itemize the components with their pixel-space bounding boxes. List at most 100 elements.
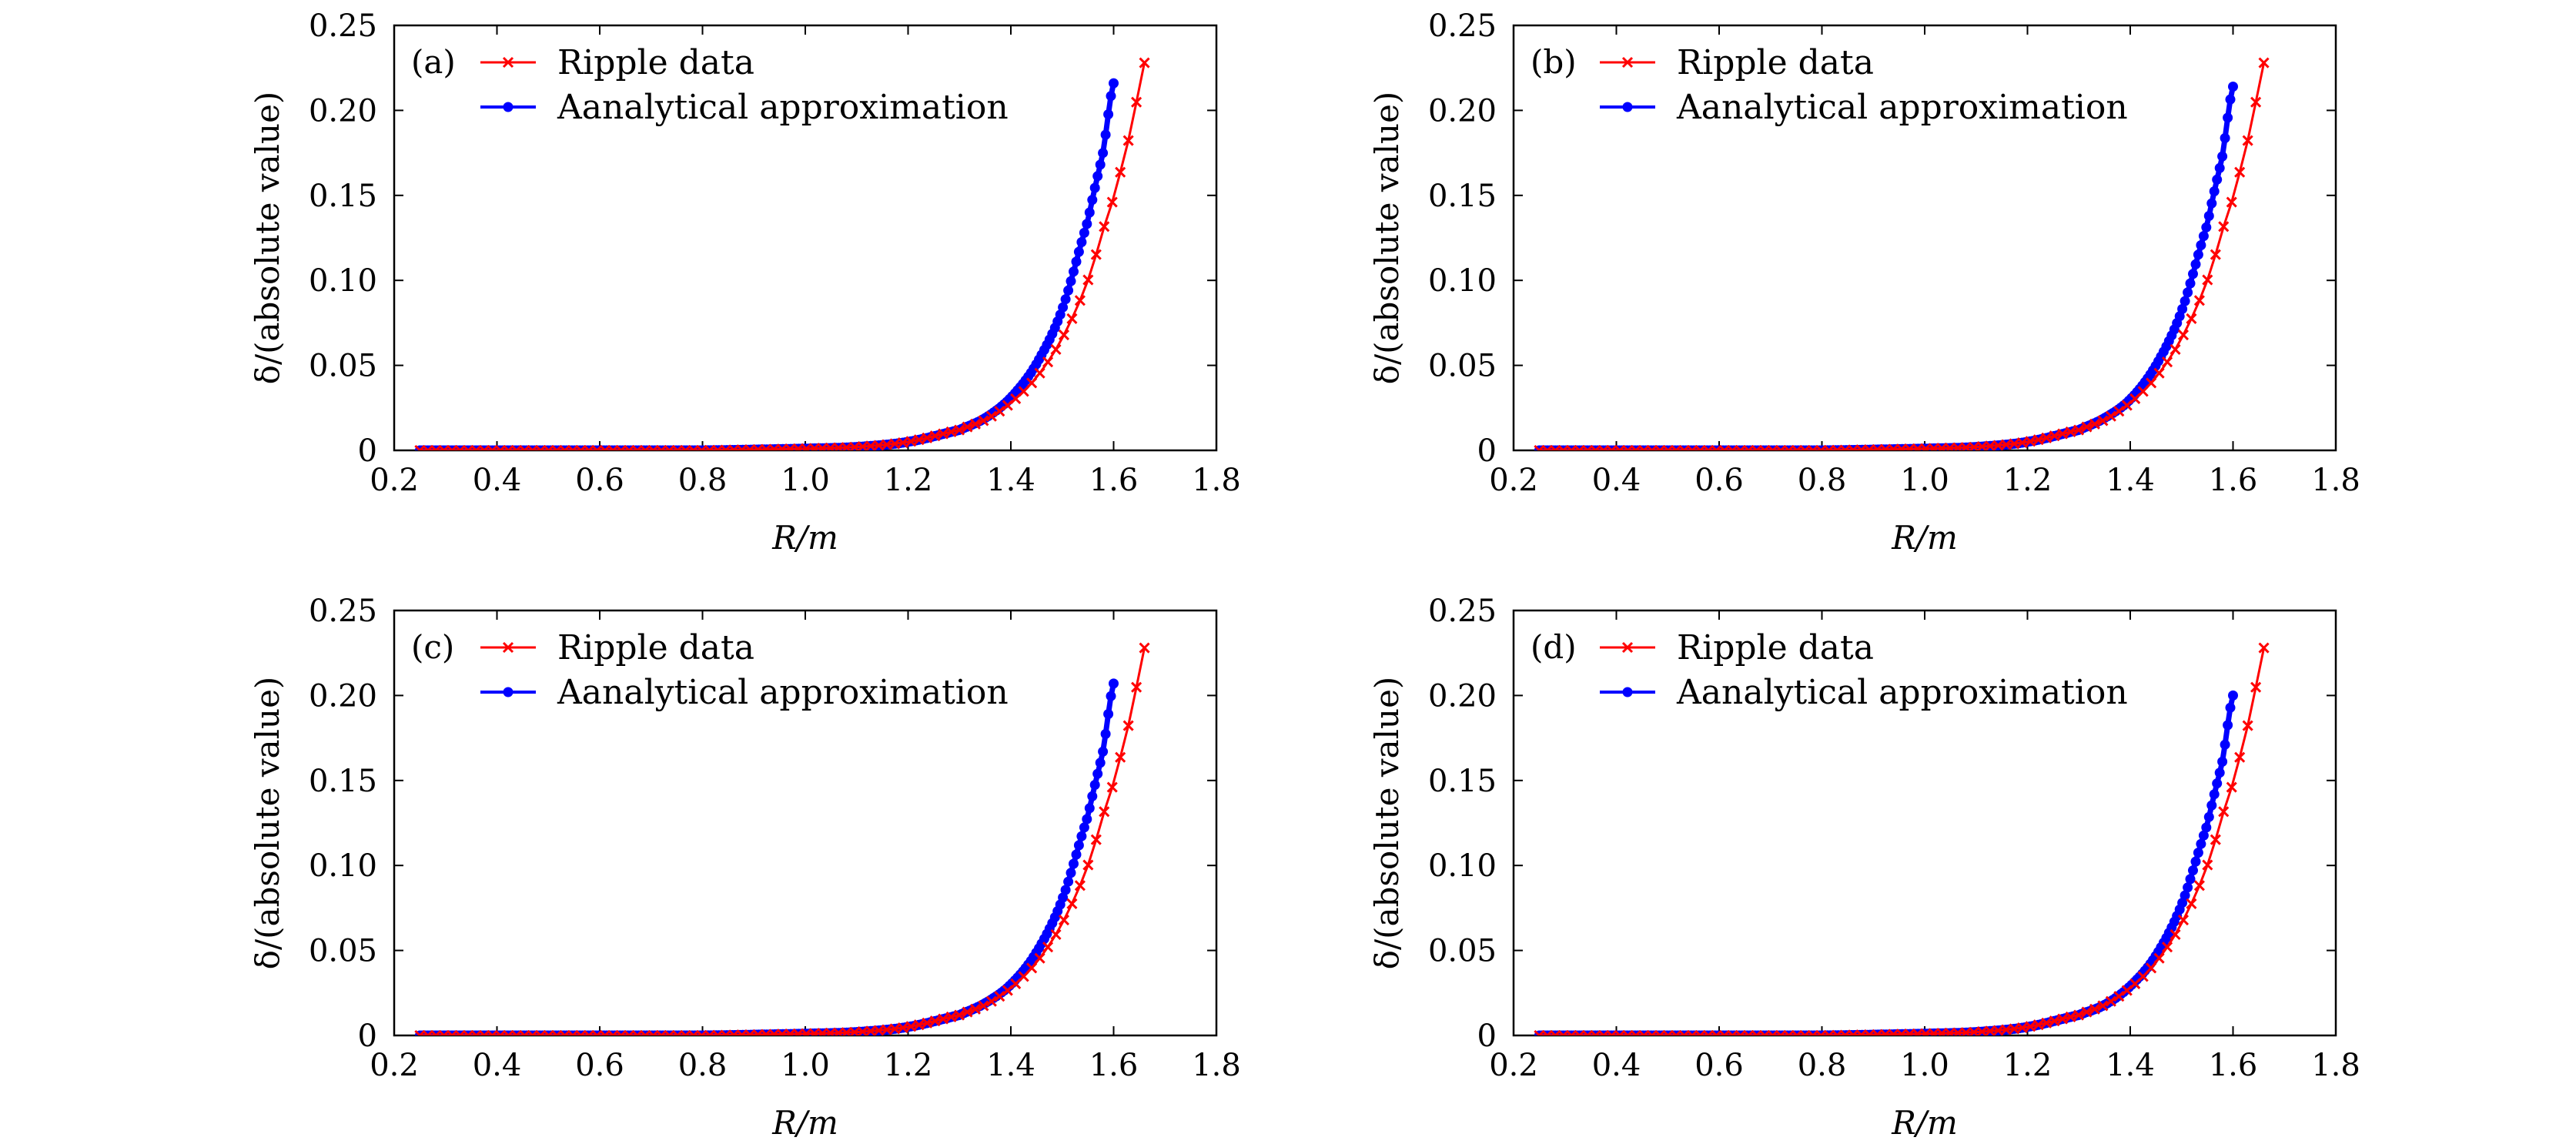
data-point [2206, 198, 2217, 209]
data-point [1671, 444, 1682, 450]
data-point [720, 1029, 731, 1035]
data-point [817, 1028, 828, 1035]
x-tick-label: 0.6 [575, 1048, 624, 1083]
x-axis-title: R/m [771, 519, 838, 557]
data-point [1557, 1029, 1569, 1035]
data-point [1106, 196, 1118, 208]
data-point [1079, 227, 1089, 238]
data-point [1084, 207, 1095, 218]
data-point [808, 1028, 820, 1035]
data-point [575, 1029, 587, 1035]
data-point [1099, 221, 1110, 232]
data-point [913, 434, 925, 446]
data-point [1597, 444, 1610, 450]
data-point [1090, 834, 1102, 845]
data-point [704, 444, 715, 450]
data-point [1904, 443, 1915, 450]
data-point [2218, 221, 2230, 232]
data-point [1807, 444, 1818, 450]
y-tick-label: 0.25 [1428, 8, 1497, 44]
x-tick-label: 1.4 [986, 1048, 1035, 1083]
data-point [985, 995, 997, 1007]
data-point [2177, 303, 2188, 314]
data-point [1073, 840, 1084, 851]
data-point [1042, 942, 1054, 953]
y-tick-label: 0.10 [309, 263, 377, 299]
data-point [1839, 444, 1851, 450]
data-point [2220, 739, 2230, 750]
data-point [1582, 444, 1594, 450]
data-point [1702, 444, 1715, 450]
data-point [647, 444, 659, 450]
data-point [687, 444, 699, 450]
data-point [1050, 928, 1062, 940]
data-point [1888, 443, 1899, 450]
data-point [607, 444, 619, 450]
data-point [2193, 295, 2205, 306]
legend-entry-analytical-approximation: Aanalytical approximation [1600, 88, 2128, 127]
data-point [1073, 246, 1084, 257]
data-point [1071, 849, 1082, 860]
data-point [1895, 1029, 1908, 1035]
data-point [2081, 1006, 2093, 1018]
data-point [945, 1011, 957, 1023]
data-point [2198, 231, 2209, 242]
x-tick-label: 1.2 [884, 463, 933, 498]
data-point [1590, 444, 1601, 450]
data-point [591, 1029, 603, 1035]
x-tick-label: 1.2 [2003, 463, 2052, 498]
data-point [1092, 171, 1103, 182]
data-point [1541, 444, 1553, 450]
data-point [744, 1029, 756, 1035]
x-tick-label: 0.2 [370, 1048, 419, 1083]
data-point [543, 1029, 554, 1035]
data-point [2105, 410, 2116, 422]
data-point [1082, 274, 1094, 286]
data-point [1066, 313, 1078, 324]
data-point [1079, 822, 1089, 833]
data-point [1751, 444, 1762, 450]
data-point [696, 444, 708, 450]
data-point [2210, 249, 2221, 260]
data-point [1099, 806, 1110, 818]
x-tick-label: 0.4 [473, 463, 522, 498]
data-point [1082, 859, 1094, 871]
data-point [1566, 444, 1577, 450]
data-point [1115, 751, 1126, 763]
data-point [2214, 162, 2225, 173]
data-point [1018, 971, 1029, 982]
x-tick-label: 1.8 [2311, 1048, 2360, 1083]
data-point [454, 444, 466, 450]
data-point [2223, 112, 2233, 123]
x-axis-title: R/m [771, 1104, 838, 1142]
data-point [607, 1029, 619, 1035]
data-point [744, 444, 756, 450]
data-point [1646, 1029, 1658, 1035]
y-tick-label: 0.15 [309, 764, 377, 799]
data-point [1823, 1029, 1835, 1035]
data-point [938, 1013, 949, 1025]
y-tick-label: 0.20 [1428, 678, 1497, 714]
x-tick-label: 1.6 [1089, 463, 1139, 498]
data-point [470, 444, 482, 450]
data-point [825, 442, 836, 450]
data-point [664, 444, 675, 450]
legend-label: Ripple data [557, 628, 754, 667]
x-tick-label: 1.8 [2311, 463, 2360, 498]
chart-panel-a: 0.2 0.4 0.6 0.8 1.0 1.2 1.4 1.6 1.8 0 0.05 0.10 0.15… [249, 8, 1241, 557]
data-point [2234, 166, 2246, 178]
data-point [640, 1029, 651, 1035]
data-point [567, 1029, 579, 1035]
data-point [463, 444, 474, 450]
data-point [1735, 444, 1746, 450]
data-point [414, 1029, 426, 1035]
data-point [1100, 728, 1111, 739]
data-point [1743, 444, 1755, 450]
data-point [776, 1029, 788, 1035]
data-point [478, 444, 490, 450]
data-point [2016, 437, 2028, 449]
data-point [720, 444, 731, 450]
data-point [945, 426, 957, 438]
data-point [2057, 1013, 2069, 1025]
legend-marker [503, 687, 514, 697]
